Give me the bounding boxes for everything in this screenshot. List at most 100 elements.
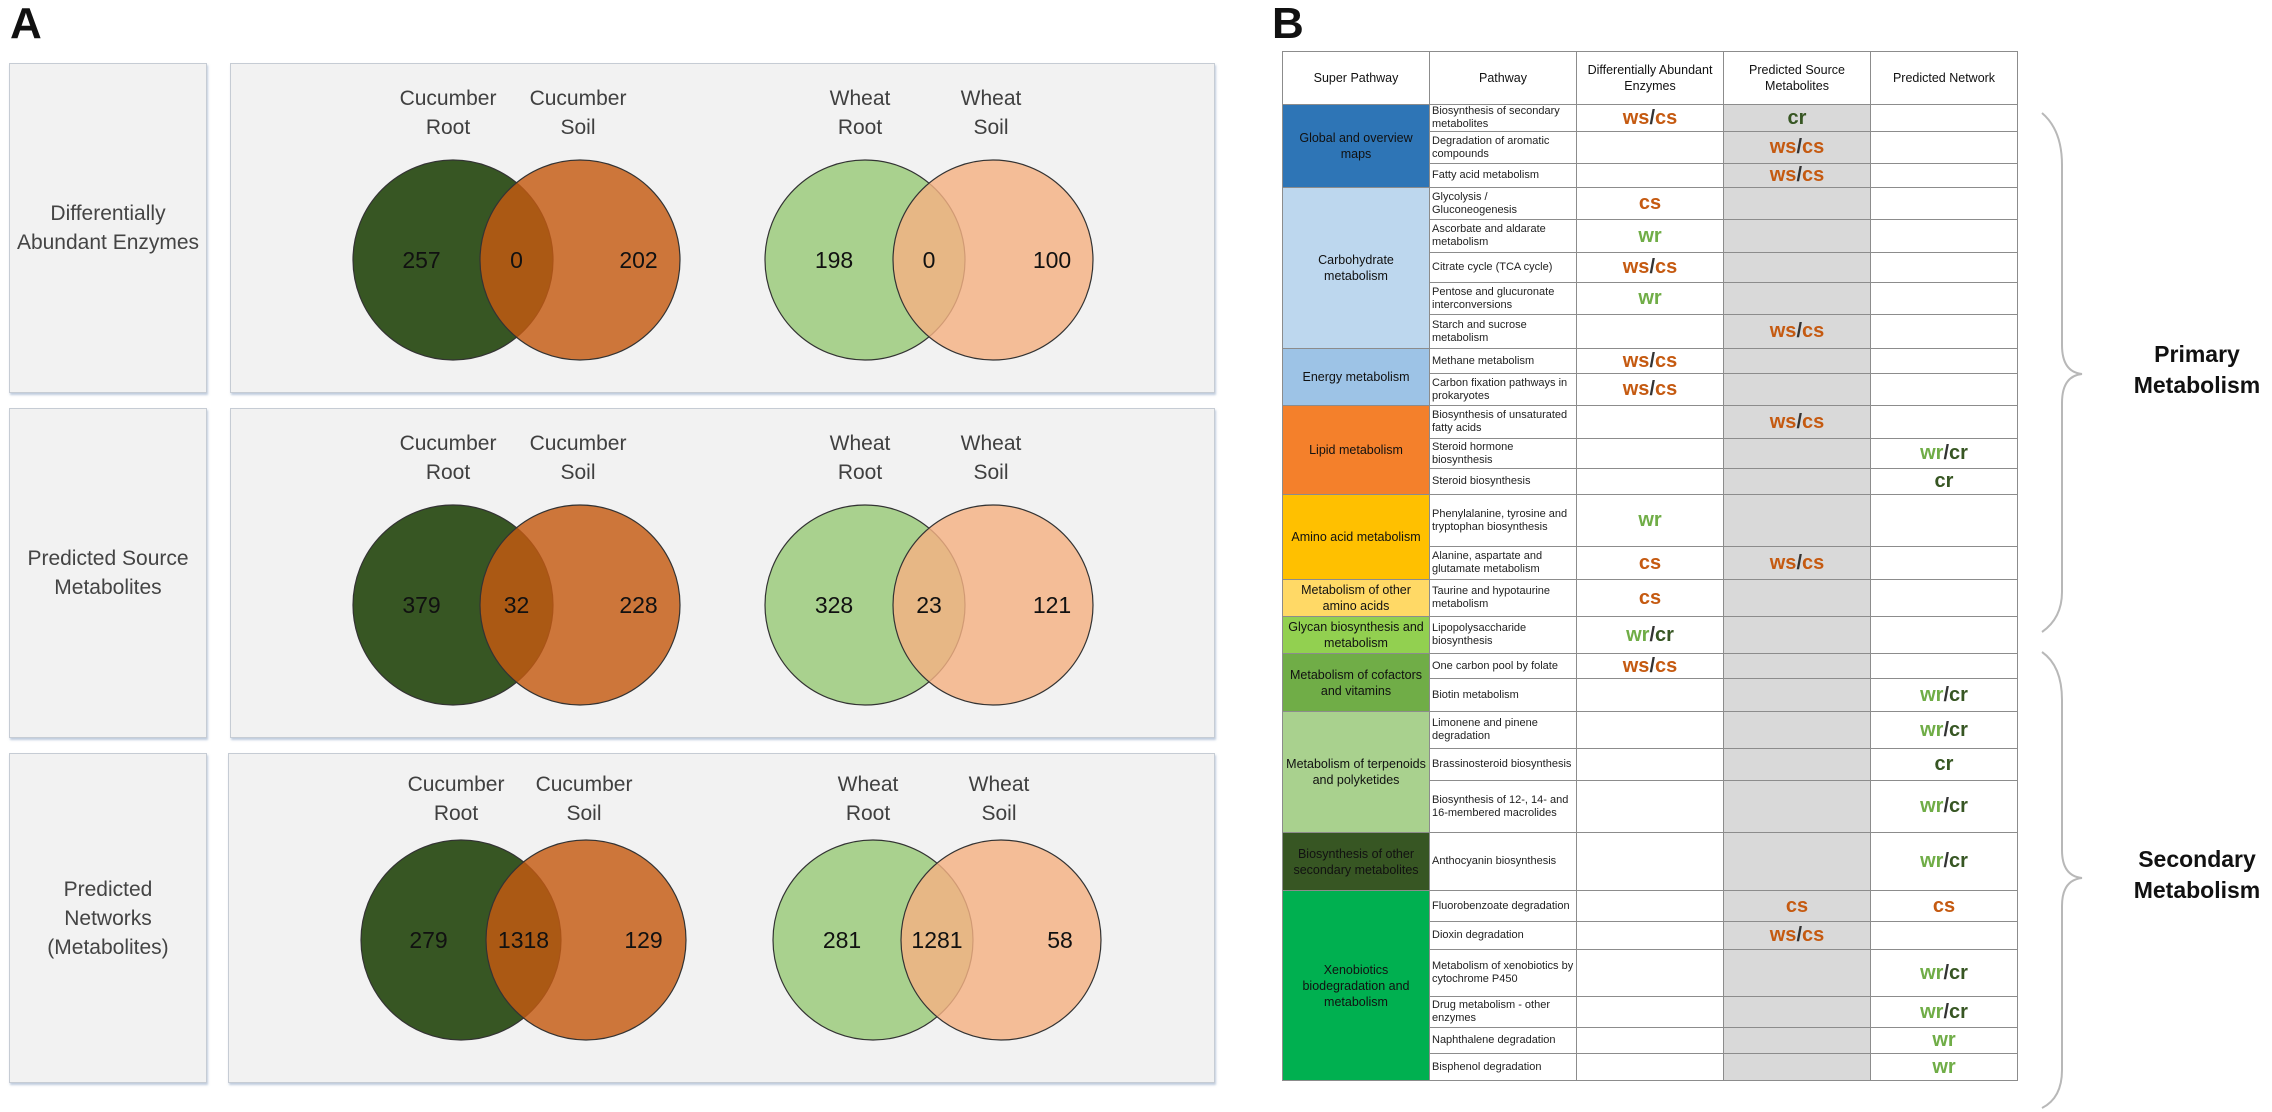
super-pathway-cell: Glycan biosynthesis and metabolism — [1282, 616, 1430, 654]
enzymes-cell — [1576, 748, 1724, 781]
token-separator: / — [1796, 551, 1802, 574]
token-separator: / — [1796, 164, 1802, 187]
enzymes-cell: ws/cs — [1576, 348, 1724, 374]
wheat-root-title: Wheat — [830, 432, 891, 455]
token-ws: ws — [1622, 378, 1650, 400]
super-pathway-cell: Global and overview maps — [1282, 104, 1430, 188]
table-row: Global and overview maps Biosynthesis of … — [1282, 104, 2018, 188]
pathway-cell: Ascorbate and aldarate metabolism — [1429, 219, 1577, 253]
cucumber-overlap-count: 32 — [504, 592, 530, 618]
token-separator: / — [1649, 378, 1655, 400]
table-row: Biosynthesis of 12-, 14- and 16-membered… — [1283, 780, 2018, 833]
source-metabolites-cell: cs — [1723, 890, 1871, 922]
pathway-cell: Metabolism of xenobiotics by cytochrome … — [1429, 949, 1577, 997]
token-cs: cs — [1638, 192, 1662, 214]
token-separator: / — [1796, 320, 1802, 342]
header-network: Predicted Network — [1870, 51, 2018, 105]
token-cs: cs — [1655, 349, 1678, 372]
token-separator: / — [1943, 795, 1949, 817]
wheat-overlap-count: 0 — [923, 247, 936, 273]
pathway-cell: Brassinosteroid biosynthesis — [1429, 748, 1577, 781]
network-cell — [1870, 616, 2018, 654]
super-pathway-cell: Metabolism of other amino acids — [1282, 579, 1430, 617]
table-row: Brassinosteroid biosynthesis cr — [1283, 748, 2018, 781]
wheat-soil-title: Wheat — [969, 773, 1030, 796]
table-row: Ascorbate and aldarate metabolism wr — [1283, 219, 2018, 253]
wheat-soil-circle — [892, 504, 1094, 706]
token-wr: wr — [1920, 683, 1944, 706]
wheat-right-count: 58 — [1047, 927, 1073, 953]
source-metabolites-cell — [1723, 373, 1871, 406]
token-wr: wr — [1638, 509, 1662, 531]
table-row: Drug metabolism - other enzymes wr/cr — [1283, 996, 2018, 1028]
token-cs: cs — [1785, 894, 1809, 917]
wheat-soil-title: Wheat — [961, 432, 1022, 455]
network-cell: wr/cr — [1870, 996, 2018, 1028]
token-separator: / — [1649, 654, 1655, 677]
cucumber-root-title: Root — [426, 461, 471, 484]
network-cell: cr — [1870, 748, 2018, 781]
token-cs: cs — [1638, 551, 1662, 574]
enzymes-cell: cs — [1576, 546, 1724, 580]
source-metabolites-cell — [1723, 678, 1871, 712]
primary-metabolism-label: Primary Metabolism — [2133, 341, 2261, 398]
network-cell — [1870, 921, 2018, 950]
token-wr: wr — [1932, 1029, 1956, 1051]
table-row: Dioxin degradation ws/cs — [1283, 921, 2018, 950]
wheat-soil-title: Wheat — [961, 87, 1022, 110]
enzymes-cell — [1576, 438, 1724, 469]
header-enzymes: Differentially Abundant Enzymes — [1576, 51, 1724, 105]
table-row: Pentose and glucuronate interconversions… — [1283, 282, 2018, 315]
cucumber-soil-circle — [479, 504, 681, 706]
table-row: Metabolism of other amino acids Taurine a… — [1282, 579, 2018, 617]
pathway-cell: Lipopolysaccharide biosynthesis — [1429, 616, 1577, 654]
wheat-overlap-count: 1281 — [911, 927, 962, 953]
table-row: Carbon fixation pathways in prokaryotes w… — [1283, 373, 2018, 406]
enzymes-cell — [1576, 314, 1724, 349]
source-metabolites-cell — [1723, 579, 1871, 617]
network-cell — [1870, 104, 2018, 132]
enzymes-cell: wr — [1576, 282, 1724, 315]
super-pathway-cell: Amino acid metabolism — [1282, 494, 1430, 580]
pathway-cell: Fluorobenzoate degradation — [1429, 890, 1577, 922]
wheat-soil-title: Soil — [973, 461, 1008, 484]
wheat-right-count: 121 — [1033, 592, 1071, 618]
table-row: Glycan biosynthesis and metabolism Lipopo… — [1282, 616, 2018, 654]
token-separator: / — [1649, 106, 1655, 129]
super-pathway-cell: Energy metabolism — [1282, 348, 1430, 406]
header-source-metabolites: Predicted Source Metabolites — [1723, 51, 1871, 105]
token-cs: cs — [1932, 894, 1956, 917]
enzymes-cell — [1576, 780, 1724, 833]
table-row: Amino acid metabolism Phenylalanine, tyro… — [1282, 494, 2018, 580]
network-cell: wr/cr — [1870, 711, 2018, 749]
header-pathway: Pathway — [1429, 51, 1577, 105]
cucumber-left-count: 257 — [402, 247, 440, 273]
enzymes-cell — [1576, 711, 1724, 749]
pathway-cell: Degradation of aromatic compounds — [1429, 131, 1577, 164]
enzymes-cell — [1576, 949, 1724, 997]
wheat-root-title: Root — [838, 461, 883, 484]
token-ws: ws — [1769, 924, 1797, 946]
table-row: Citrate cycle (TCA cycle) ws/cs — [1283, 252, 2018, 283]
source-metabolites-cell — [1723, 1027, 1871, 1054]
pathway-cell: Carbon fixation pathways in prokaryotes — [1429, 373, 1577, 406]
cucumber-overlap-count: 1318 — [498, 927, 549, 953]
cucumber-root-title: Cucumber — [408, 773, 505, 796]
secondary-metabolism-label: Secondary Metabolism — [2133, 846, 2261, 903]
network-cell — [1870, 494, 2018, 547]
wheat-root-title: Root — [846, 802, 891, 825]
token-cs: cs — [1655, 378, 1678, 400]
token-cr: cr — [1934, 470, 1954, 492]
pathway-cell: Citrate cycle (TCA cycle) — [1429, 252, 1577, 283]
cucumber-soil-circle — [485, 839, 687, 1041]
source-metabolites-cell — [1723, 219, 1871, 253]
token-cr: cr — [1949, 850, 1968, 872]
source-metabolites-cell — [1723, 282, 1871, 315]
source-metabolites-cell — [1723, 711, 1871, 749]
panel-b-letter: B — [1272, 0, 1304, 48]
token-separator: / — [1649, 349, 1655, 372]
secondary-bracket — [2041, 651, 2083, 1109]
token-wr: wr — [1932, 1055, 1956, 1078]
row-label-box-source-metabolites: Predicted Source Metabolites — [9, 408, 207, 738]
token-ws: ws — [1769, 551, 1797, 574]
